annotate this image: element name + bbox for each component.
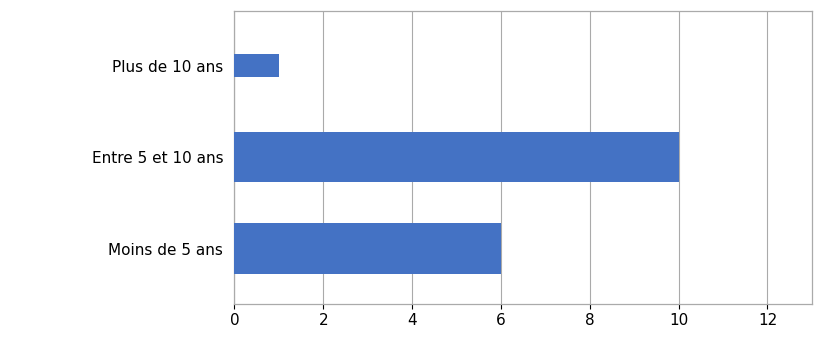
Bar [234,223,500,274]
Bar [234,132,678,182]
Bar [234,54,278,77]
